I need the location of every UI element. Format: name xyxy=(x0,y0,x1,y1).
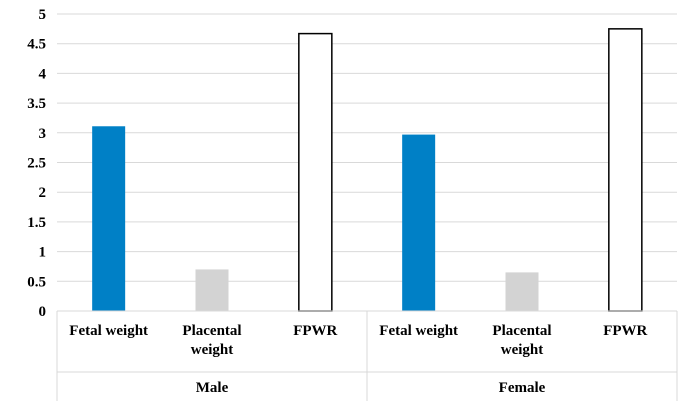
bar-0-2 xyxy=(298,32,333,312)
category-label: Fetal weight xyxy=(69,323,148,339)
y-tick-label: 5 xyxy=(39,7,47,23)
y-tick-label: 0.5 xyxy=(27,274,46,290)
bar-0-1 xyxy=(195,269,229,311)
category-label: Placental xyxy=(182,323,241,339)
y-tick-label: 1.5 xyxy=(27,215,46,231)
bars xyxy=(92,28,643,312)
bar-1-0 xyxy=(402,134,436,311)
y-tick-label: 4.5 xyxy=(27,37,46,53)
y-tick-label: 2.5 xyxy=(27,156,46,172)
group-label: Female xyxy=(499,380,546,396)
category-label: FPWR xyxy=(603,323,647,339)
category-label: FPWR xyxy=(293,323,337,339)
bar-0-0 xyxy=(92,126,126,312)
y-tick-label: 3 xyxy=(39,126,47,142)
grid-lines xyxy=(57,13,677,282)
category-label: weight xyxy=(501,342,544,358)
y-tick-label: 3.5 xyxy=(27,96,46,112)
y-tick-label: 1 xyxy=(39,245,47,261)
category-label: weight xyxy=(191,342,234,358)
category-label: Fetal weight xyxy=(379,323,458,339)
group-label: Male xyxy=(196,380,229,396)
bar-1-1 xyxy=(505,272,539,311)
y-axis: 0 0.5 1 1.5 2 2.5 3 3.5 4 4.5 5 xyxy=(27,7,46,320)
y-tick-label: 2 xyxy=(39,185,47,201)
x-axis: Fetal weight Placental weight FPWR Fetal wei… xyxy=(56,310,678,401)
bar-1-2 xyxy=(608,28,643,312)
category-label: Placental xyxy=(492,323,551,339)
y-tick-label: 4 xyxy=(39,66,47,82)
y-tick-label: 0 xyxy=(39,304,47,320)
